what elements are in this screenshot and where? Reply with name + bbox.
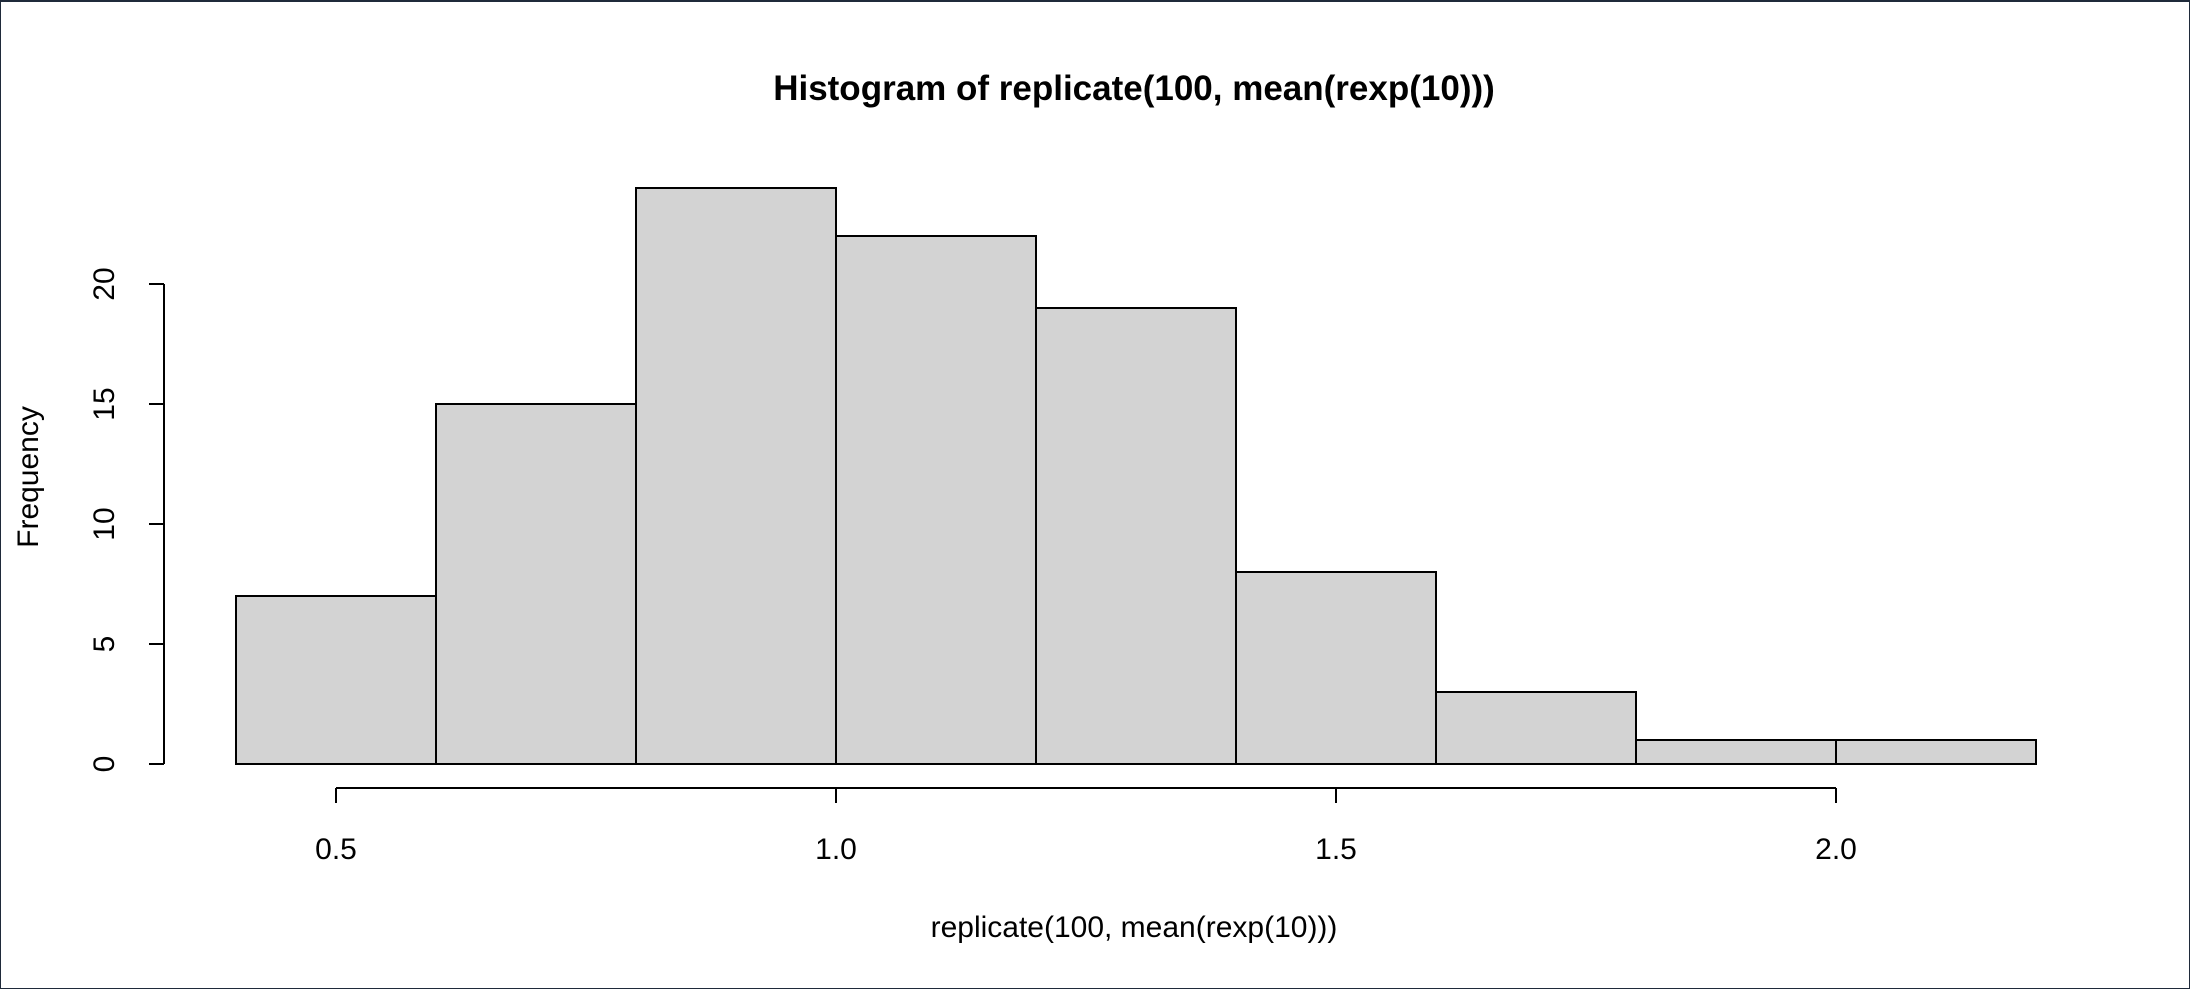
x-axis-label: replicate(100, mean(rexp(10))) — [931, 911, 1338, 944]
histogram-bar-9 — [1835, 739, 2037, 765]
chart-title: Histogram of replicate(100, mean(rexp(10… — [773, 69, 1495, 108]
x-tick-label-4: 2.0 — [1815, 833, 1857, 866]
y-axis: 0 5 10 15 20 — [88, 267, 165, 773]
histogram-bar-4 — [835, 235, 1037, 765]
bars-group — [235, 187, 2037, 765]
histogram-bar-7 — [1435, 691, 1637, 765]
histogram-bar-1 — [235, 595, 437, 765]
y-tick-label-1: 0 — [88, 756, 121, 773]
x-axis: 0.5 1.0 1.5 2.0 — [315, 787, 1857, 866]
y-tick-label-3: 10 — [88, 507, 121, 540]
histogram-bar-6 — [1235, 571, 1437, 765]
histogram-bar-8 — [1635, 739, 1837, 765]
y-tick-label-4: 15 — [88, 387, 121, 420]
histogram-bar-3 — [635, 187, 837, 765]
histogram-bar-5 — [1035, 307, 1237, 765]
x-tick-label-3: 1.5 — [1315, 833, 1357, 866]
x-tick-label-2: 1.0 — [815, 833, 857, 866]
y-axis-label: Frequency — [12, 406, 45, 548]
y-tick-label-2: 5 — [88, 636, 121, 653]
histogram-bar-2 — [435, 403, 637, 765]
x-tick-label-1: 0.5 — [315, 833, 357, 866]
y-tick-label-5: 20 — [88, 267, 121, 300]
